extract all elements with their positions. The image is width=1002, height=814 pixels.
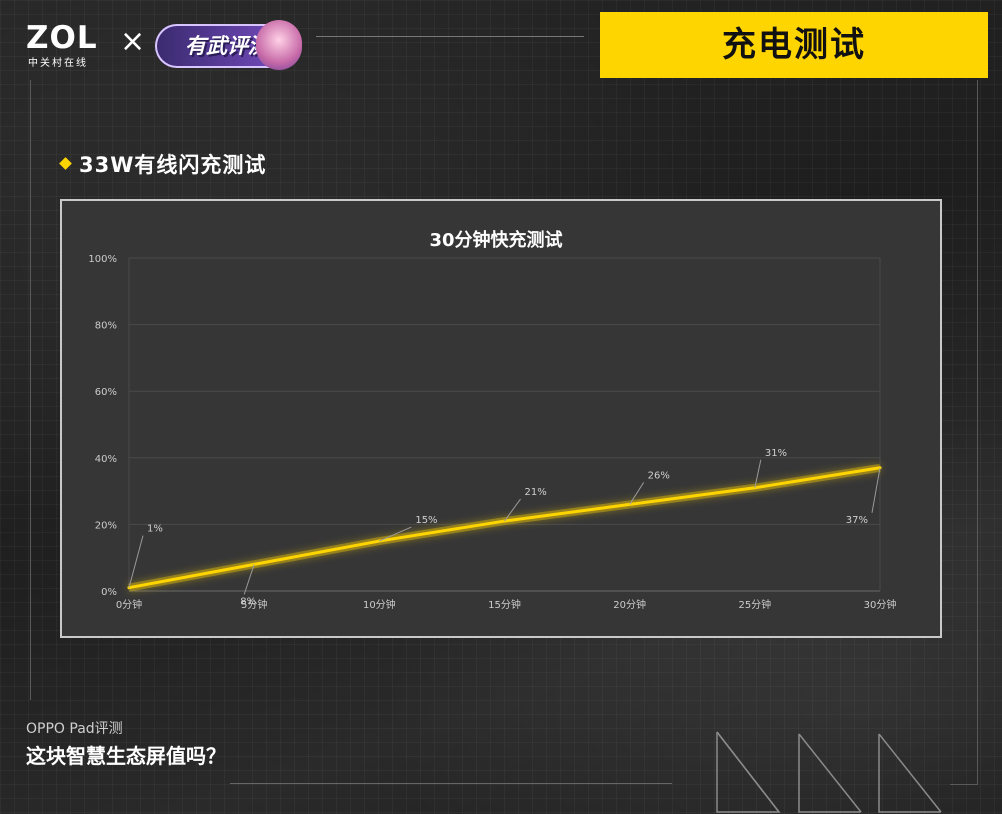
chart-data-labels: 1% 8% 15% 21% 26% 31% 37% bbox=[128, 448, 881, 607]
partner-mascot-icon bbox=[256, 20, 302, 70]
frame-line-bottom-right bbox=[950, 784, 978, 785]
y-tick-label: 60% bbox=[95, 387, 117, 398]
x-tick-label: 10分钟 bbox=[363, 598, 396, 611]
decorative-arrows-icon bbox=[716, 731, 942, 813]
data-label-leader bbox=[629, 482, 645, 505]
footer-subtitle: OPPO Pad评测 bbox=[26, 721, 123, 737]
data-label-leader bbox=[871, 467, 881, 513]
data-label: 21% bbox=[525, 487, 547, 498]
x-tick-label: 25分钟 bbox=[738, 598, 771, 611]
partner-logo-text: 有武评测 bbox=[185, 34, 269, 58]
data-label-leader bbox=[504, 498, 521, 522]
page-title-box: 充电测试 bbox=[600, 12, 988, 78]
chart-panel bbox=[60, 199, 942, 638]
data-label: 15% bbox=[415, 515, 437, 526]
page-title: 充电测试 bbox=[722, 25, 866, 65]
y-tick-label: 100% bbox=[88, 254, 117, 265]
chart-title: 30分钟快充测试 bbox=[429, 229, 562, 251]
data-label-leader bbox=[243, 564, 255, 595]
collab-separator: × bbox=[120, 24, 146, 59]
data-label-leader bbox=[379, 526, 412, 542]
data-label: 37% bbox=[846, 515, 868, 526]
x-tick-label: 5分钟 bbox=[241, 598, 267, 611]
x-tick-label: 0分钟 bbox=[116, 598, 142, 611]
data-label-leader bbox=[128, 535, 144, 588]
y-tick-label: 20% bbox=[95, 520, 117, 531]
x-tick-label: 30分钟 bbox=[864, 598, 897, 611]
zol-logo-subtitle: 中关村在线 bbox=[28, 58, 88, 69]
footer-title: 这块智慧生态屏值吗？ bbox=[26, 744, 226, 768]
x-axis-ticks: 0分钟 5分钟 10分钟 15分钟 20分钟 25分钟 30分钟 bbox=[116, 598, 897, 611]
data-label: 8% bbox=[240, 596, 256, 607]
y-tick-label: 80% bbox=[95, 321, 117, 332]
section-title: 33W有线闪充测试 bbox=[79, 153, 267, 177]
chart-series bbox=[127, 463, 882, 592]
data-label-leader bbox=[754, 459, 762, 488]
x-tick-label: 15分钟 bbox=[488, 598, 521, 611]
frame-line-bottom bbox=[230, 783, 672, 784]
frame-line-right bbox=[977, 80, 978, 785]
x-tick-label: 20分钟 bbox=[613, 598, 646, 611]
y-axis-ticks: 0% 20% 40% 60% 80% 100% bbox=[88, 254, 117, 598]
zol-logo: ZOL bbox=[26, 20, 98, 56]
y-tick-label: 40% bbox=[95, 454, 117, 465]
header-divider bbox=[316, 36, 584, 37]
y-tick-label: 0% bbox=[101, 587, 117, 598]
chart-gridlines bbox=[128, 257, 881, 592]
data-label: 31% bbox=[765, 448, 787, 459]
frame-line-left bbox=[30, 80, 31, 700]
data-label: 1% bbox=[147, 524, 163, 535]
data-label: 26% bbox=[648, 470, 670, 481]
